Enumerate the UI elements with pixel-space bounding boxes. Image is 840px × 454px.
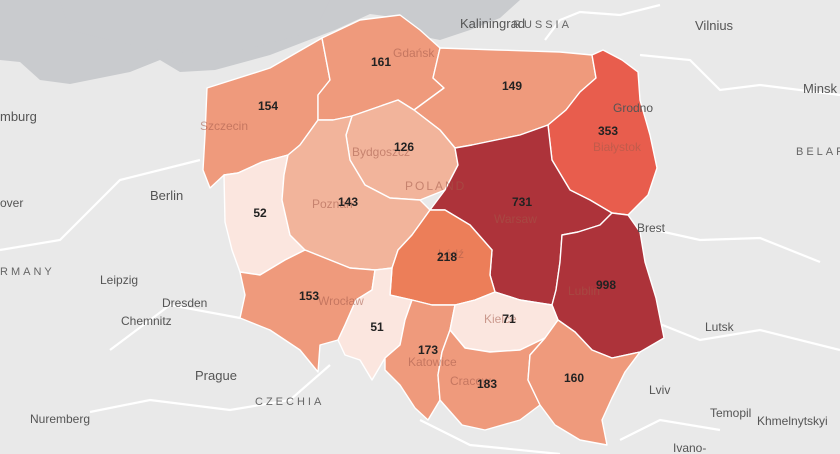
region-values: 154 161 149 353 126 52 143 731 218 998 1… <box>253 55 618 391</box>
label-leipzig: Leipzig <box>100 273 138 287</box>
place-labels: Kaliningrad RUSSIA Vilnius Minsk BELAR m… <box>0 16 840 454</box>
value-dolnoslaskie: 153 <box>299 289 319 303</box>
value-swietokrzyskie: 71 <box>502 312 516 326</box>
label-hamburg: mburg <box>0 109 37 124</box>
value-wielkopolskie: 143 <box>338 195 358 209</box>
region-podkarpackie[interactable] <box>527 319 641 446</box>
label-szczecin: Szczecin <box>200 119 248 133</box>
label-brest: Brest <box>637 221 666 235</box>
label-hanover: over <box>0 196 23 210</box>
voivodeships[interactable] <box>202 14 665 446</box>
label-warsaw: Warsaw <box>494 212 537 226</box>
label-ivano: Ivano- <box>673 441 706 454</box>
label-poznan: Poznań <box>312 197 353 211</box>
label-bialystok: Białystok <box>593 140 642 154</box>
label-krakow: Cracow <box>450 374 491 388</box>
value-lubelskie: 998 <box>596 278 616 292</box>
label-lodz: Łódź <box>438 247 464 261</box>
label-germany: RMANY <box>0 266 55 278</box>
in-region-city-labels: Gdańsk Szczecin Bydgoszcz POLAND Poznań … <box>200 46 642 388</box>
label-kielce: Kielce <box>484 312 517 326</box>
value-pomorskie: 161 <box>371 55 391 69</box>
country-borders <box>0 3 840 454</box>
label-wroclaw: Wrocław <box>318 294 364 308</box>
label-grodno: Grodno <box>613 101 653 115</box>
value-lodzkie: 218 <box>437 250 457 264</box>
label-russia: RUSSIA <box>513 19 572 31</box>
label-kaliningrad: Kaliningrad <box>460 16 525 31</box>
value-kujawsko-pomorskie: 126 <box>394 140 414 154</box>
label-nuremberg: Nuremberg <box>30 412 90 426</box>
value-mazowieckie: 731 <box>512 195 532 209</box>
value-podkarpackie: 160 <box>564 371 584 385</box>
value-lubuskie: 52 <box>253 206 267 220</box>
label-lutsk: Lutsk <box>705 320 735 334</box>
value-malopolskie: 183 <box>477 377 497 391</box>
label-katowice: Katowice <box>408 355 457 369</box>
label-minsk: Minsk <box>803 81 837 96</box>
label-gdansk: Gdańsk <box>393 46 435 60</box>
value-warminsko-mazurskie: 149 <box>502 79 522 93</box>
label-belarus: BELAR <box>796 146 840 158</box>
region-opolskie[interactable] <box>337 267 413 381</box>
baltic-sea-north <box>60 0 330 55</box>
label-dresden: Dresden <box>162 296 207 310</box>
label-vilnius: Vilnius <box>695 18 734 33</box>
value-opolskie: 51 <box>370 320 384 334</box>
label-khmelnytskyi: Khmelnytskyi <box>757 414 828 428</box>
label-bydgoszcz: Bydgoszcz <box>352 145 410 159</box>
value-zachodniopomorskie: 154 <box>258 99 278 113</box>
label-ternopil: Temopil <box>710 406 751 420</box>
label-czechia: CZECHIA <box>255 396 324 408</box>
value-podlaskie: 353 <box>598 124 618 138</box>
label-chemnitz: Chemnitz <box>121 314 172 328</box>
label-berlin: Berlin <box>150 188 183 203</box>
value-slaskie: 173 <box>418 343 438 357</box>
label-poland: POLAND <box>405 179 466 193</box>
label-prague: Prague <box>195 368 237 383</box>
label-lublin: Lublin <box>568 284 600 298</box>
label-lviv: Lviv <box>649 383 670 397</box>
